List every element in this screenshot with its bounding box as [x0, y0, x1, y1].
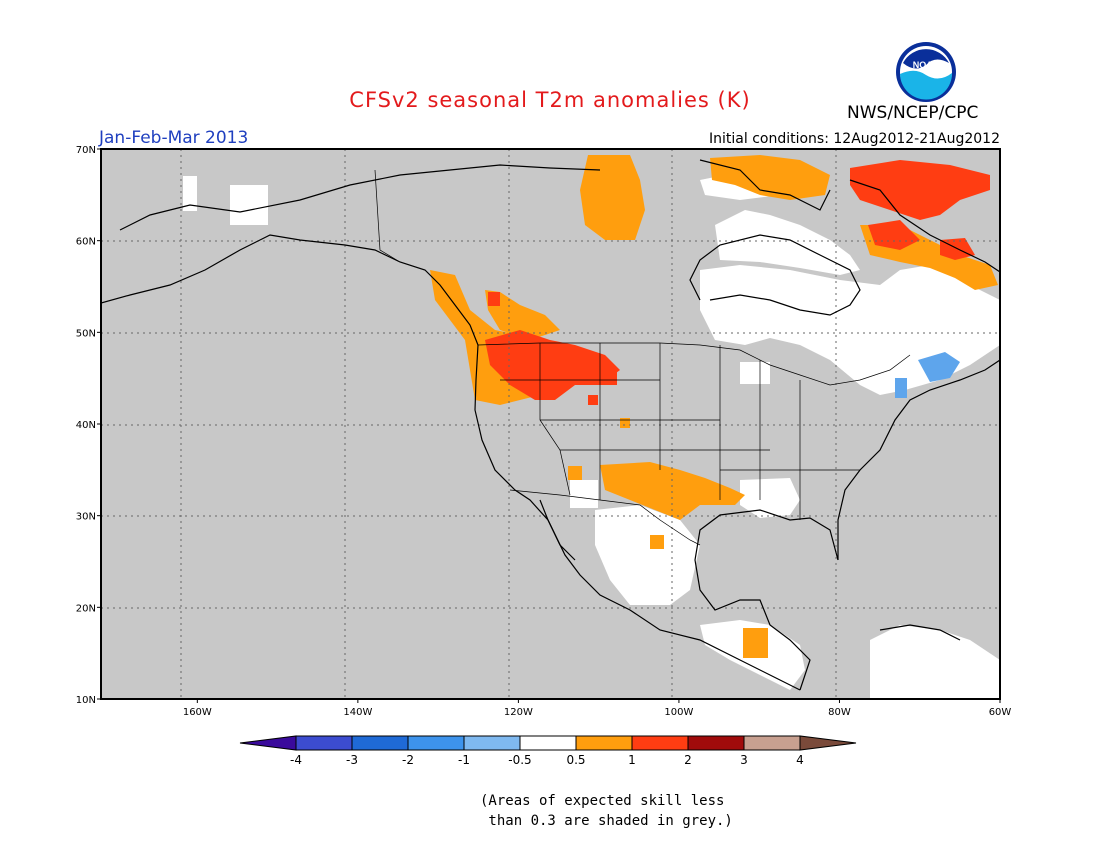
white-patch-siberia-1	[183, 176, 197, 211]
orange-region-alaska-north	[580, 155, 645, 240]
orange-patch-central-america	[743, 628, 768, 658]
coastline-alaska	[101, 234, 479, 346]
orange-patch-co	[620, 418, 630, 428]
white-region-gulf	[740, 478, 800, 518]
colorbar-label: 1	[628, 753, 636, 767]
coastlines	[101, 159, 1000, 691]
colorbar-swatch	[351, 735, 409, 751]
lat-tick-label: 40N	[76, 420, 96, 431]
colorbar-swatch	[575, 735, 633, 751]
white-patch-great-lakes	[740, 362, 770, 384]
footnote-line-1: (Areas of expected skill less	[480, 793, 725, 809]
coastline-hudson	[689, 234, 861, 316]
lat-tick-label: 20N	[76, 603, 96, 614]
colorbar-swatch	[687, 735, 745, 751]
lon-tick-label: 60W	[989, 707, 1012, 718]
orange-patch-az	[568, 466, 582, 480]
lat-tick-label: 30N	[76, 512, 96, 523]
skill-footnote: (Areas of expected skill less than 0.3 a…	[480, 791, 733, 831]
coastline-east	[837, 359, 1000, 560]
agency-label: NWS/NCEP/CPC	[847, 103, 979, 123]
colorbar-label: 3	[740, 753, 748, 767]
colorbar-label: -0.5	[508, 753, 531, 767]
longitude-axis: 160W 140W 120W 100W 80W 60W	[183, 699, 1012, 718]
colorbar-arrow-low	[239, 735, 297, 751]
initial-conditions-label: Initial conditions: 12Aug2012-21Aug2012	[709, 131, 1000, 147]
red-patch-montana	[597, 370, 617, 385]
orange-region-arctic-east	[710, 155, 830, 200]
border-us-mexico	[509, 489, 701, 546]
lat-tick-label: 10N	[76, 695, 96, 706]
colorbar-swatch	[743, 735, 801, 751]
white-region-hudson	[715, 210, 860, 275]
red-patch-wyoming	[588, 395, 598, 405]
lat-tick-label: 70N	[76, 145, 96, 156]
lat-tick-label: 50N	[76, 328, 96, 339]
colorbar-label: 0.5	[566, 753, 585, 767]
colorbar-label: 4	[796, 753, 804, 767]
coastline-alaska-north	[119, 164, 601, 231]
colorbar-label: 2	[684, 753, 692, 767]
coastline-baja	[539, 499, 576, 561]
lon-tick-label: 100W	[664, 707, 693, 718]
anomaly-regions	[101, 149, 1000, 699]
colorbar: -4 -3 -2 -1 -0.5 0.5 1 2 3 4	[239, 735, 857, 767]
orange-patch-tx-1	[650, 535, 664, 549]
white-patch-arizona	[570, 480, 598, 508]
red-region-quebec	[868, 220, 920, 250]
footnote-line-2: than 0.3 are shaded in grey.)	[480, 813, 733, 829]
colorbar-label: -1	[458, 753, 470, 767]
colorbar-swatch	[463, 735, 521, 751]
blue-region-maine	[918, 352, 960, 382]
lon-tick-label: 160W	[183, 707, 212, 718]
lon-tick-label: 140W	[343, 707, 372, 718]
lon-tick-label: 80W	[828, 707, 851, 718]
chart-title: CFSv2 seasonal T2m anomalies (K)	[349, 88, 751, 112]
colorbar-swatch	[295, 735, 353, 751]
red-region-greenland	[850, 160, 990, 220]
map-grid	[101, 149, 1000, 699]
noaa-logo: NOAA	[896, 42, 956, 102]
white-patch-siberia-2	[230, 185, 268, 225]
border-us-canada	[477, 342, 911, 386]
season-label: Jan-Feb-Mar 2013	[99, 128, 249, 148]
colorbar-swatch	[631, 735, 689, 751]
colorbar-label: -4	[290, 753, 302, 767]
border-alaska-canada	[374, 169, 401, 263]
colorbar-swatch	[519, 735, 577, 751]
map-background	[101, 149, 1000, 699]
colorbar-label: -3	[346, 753, 358, 767]
colorbar-label: -2	[402, 753, 414, 767]
orange-region-idaho	[485, 290, 560, 340]
coastline-arctic-islands	[699, 159, 831, 211]
blue-patch-new-england	[895, 378, 907, 398]
white-region-mexico	[595, 505, 700, 605]
white-region-caribbean	[870, 625, 1000, 699]
red-region-rockies	[485, 330, 620, 400]
colorbar-swatch	[407, 735, 465, 751]
lon-tick-label: 120W	[504, 707, 533, 718]
coastline-west	[474, 344, 801, 691]
boundaries	[374, 169, 911, 546]
red-patch-bc	[488, 292, 500, 306]
coastline-cuba	[879, 624, 961, 641]
coastline-labrador	[849, 179, 1000, 273]
latitude-axis: 10N 20N 30N 40N 50N 60N 70N	[76, 145, 101, 706]
colorbar-arrow-high	[799, 735, 857, 751]
lat-tick-label: 60N	[76, 237, 96, 248]
logo-text: NOAA	[913, 60, 940, 70]
